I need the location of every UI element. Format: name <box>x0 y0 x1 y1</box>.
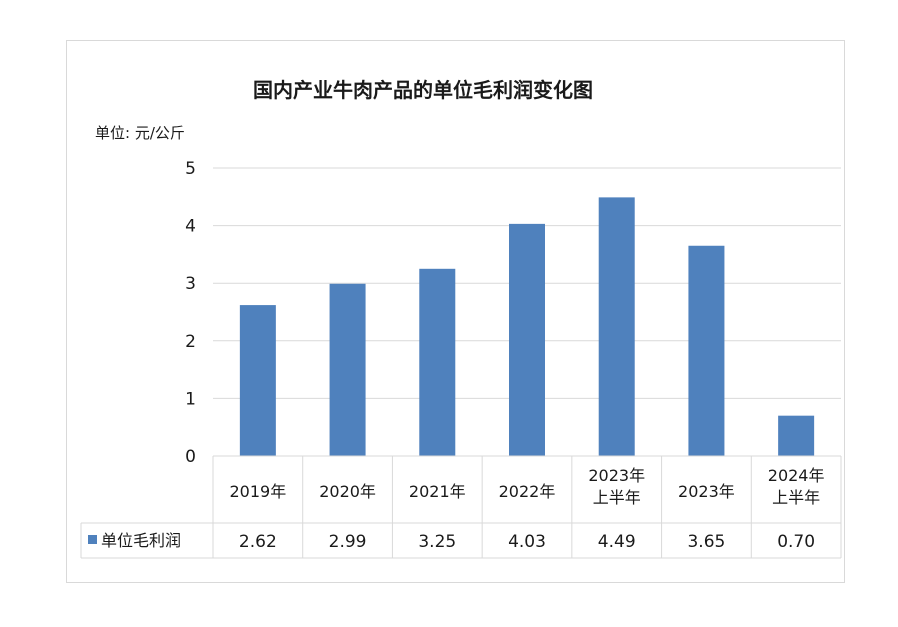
data-value: 2.99 <box>329 532 367 552</box>
data-value: 0.70 <box>777 532 815 552</box>
category-label-line: 2020年 <box>319 482 376 501</box>
category-label-line: 2022年 <box>499 482 556 501</box>
category-label: 2023年上半年 <box>588 466 645 507</box>
category-label-line: 上半年 <box>593 488 641 507</box>
y-tick-label: 4 <box>185 217 196 237</box>
category-label: 2024年上半年 <box>768 466 825 507</box>
y-tick-label: 0 <box>185 447 196 467</box>
category-label-line: 上半年 <box>772 488 820 507</box>
bar <box>688 245 725 456</box>
data-value: 2.62 <box>239 532 277 552</box>
category-label: 2023年 <box>678 482 735 501</box>
y-tick-label: 3 <box>185 274 196 294</box>
data-value: 4.49 <box>598 532 636 552</box>
category-label-line: 2023年 <box>678 482 735 501</box>
category-label: 2022年 <box>499 482 556 501</box>
category-label: 2021年 <box>409 482 466 501</box>
bar <box>419 268 456 456</box>
bar <box>329 283 366 456</box>
bar <box>778 415 815 456</box>
bar <box>598 197 635 456</box>
y-tick-label: 2 <box>185 332 196 352</box>
category-label-line: 2024年 <box>768 466 825 485</box>
bar <box>239 305 276 456</box>
chart-frame: 国内产业牛肉产品的单位毛利润变化图 单位: 元/公斤 0 1 2 3 4 5 2019年 2… <box>66 40 845 583</box>
category-label-line: 2021年 <box>409 482 466 501</box>
unit-label: 单位: 元/公斤 <box>95 124 185 142</box>
y-axis-ticks: 0 1 2 3 4 5 <box>185 159 196 467</box>
data-value: 3.25 <box>418 532 456 552</box>
y-tick-label: 1 <box>185 389 196 409</box>
category-label-line: 2019年 <box>229 482 286 501</box>
category-label: 2019年 <box>229 482 286 501</box>
bars <box>239 197 815 456</box>
bar <box>509 223 545 456</box>
data-value: 3.65 <box>687 532 725 552</box>
legend-label: 单位毛利润 <box>101 531 181 550</box>
legend-swatch <box>88 535 97 544</box>
y-tick-label: 5 <box>185 159 196 179</box>
category-label: 2020年 <box>319 482 376 501</box>
chart-title: 国内产业牛肉产品的单位毛利润变化图 <box>253 78 593 102</box>
data-value: 4.03 <box>508 532 546 552</box>
category-label-line: 2023年 <box>588 466 645 485</box>
